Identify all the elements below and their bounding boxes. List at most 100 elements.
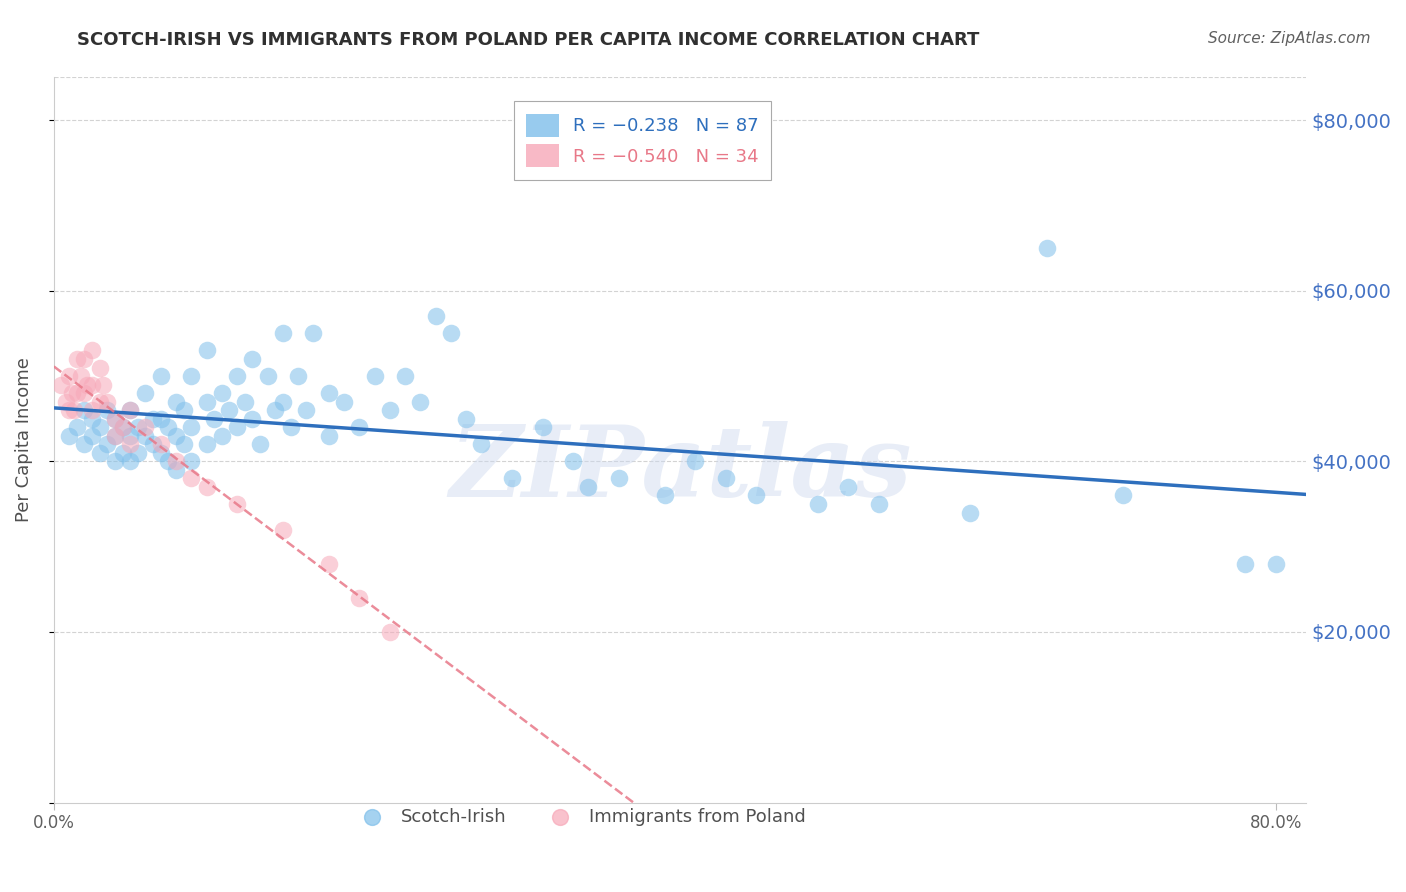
Text: SCOTCH-IRISH VS IMMIGRANTS FROM POLAND PER CAPITA INCOME CORRELATION CHART: SCOTCH-IRISH VS IMMIGRANTS FROM POLAND P… — [77, 31, 980, 49]
Point — [456, 411, 478, 425]
Point — [157, 454, 180, 468]
Text: Source: ZipAtlas.com: Source: ZipAtlas.com — [1208, 31, 1371, 46]
Point — [157, 420, 180, 434]
Point — [60, 386, 83, 401]
Point — [180, 369, 202, 384]
Point — [73, 351, 96, 366]
Point — [73, 386, 96, 401]
Point — [531, 420, 554, 434]
Point — [80, 429, 103, 443]
Point — [440, 326, 463, 341]
Point — [96, 394, 118, 409]
Point — [349, 591, 371, 605]
Point — [165, 454, 187, 468]
Point — [318, 429, 340, 443]
Point — [959, 506, 981, 520]
Point — [295, 403, 318, 417]
Point — [120, 403, 142, 417]
Point — [89, 394, 111, 409]
Point — [562, 454, 585, 468]
Point — [165, 463, 187, 477]
Point — [363, 369, 385, 384]
Point — [211, 429, 233, 443]
Point — [89, 360, 111, 375]
Point — [233, 394, 256, 409]
Point — [142, 437, 165, 451]
Text: ZIPatlas: ZIPatlas — [449, 421, 911, 517]
Point — [51, 377, 73, 392]
Point — [96, 437, 118, 451]
Point — [806, 497, 828, 511]
Point — [173, 403, 195, 417]
Point — [378, 403, 401, 417]
Point — [96, 403, 118, 417]
Point — [149, 369, 172, 384]
Point — [66, 386, 89, 401]
Point — [134, 386, 156, 401]
Point — [165, 429, 187, 443]
Point — [76, 377, 98, 392]
Point — [120, 403, 142, 417]
Point — [242, 411, 264, 425]
Point — [256, 369, 278, 384]
Point — [120, 437, 142, 451]
Point — [66, 351, 89, 366]
Point — [89, 446, 111, 460]
Point — [1035, 241, 1057, 255]
Legend: Scotch-Irish, Immigrants from Poland: Scotch-Irish, Immigrants from Poland — [346, 801, 813, 833]
Point — [378, 624, 401, 639]
Point — [80, 343, 103, 358]
Point — [142, 411, 165, 425]
Point — [165, 394, 187, 409]
Point — [501, 471, 523, 485]
Point — [180, 471, 202, 485]
Point — [127, 420, 149, 434]
Point — [211, 386, 233, 401]
Point — [104, 454, 127, 468]
Point — [349, 420, 371, 434]
Point — [607, 471, 630, 485]
Point — [58, 369, 80, 384]
Point — [195, 437, 218, 451]
Point — [104, 411, 127, 425]
Point — [264, 403, 287, 417]
Point — [394, 369, 416, 384]
Point — [104, 429, 127, 443]
Point — [149, 446, 172, 460]
Point — [173, 437, 195, 451]
Point — [127, 446, 149, 460]
Point — [218, 403, 240, 417]
Point — [58, 429, 80, 443]
Point — [226, 497, 249, 511]
Y-axis label: Per Capita Income: Per Capita Income — [15, 358, 32, 523]
Point — [287, 369, 309, 384]
Point — [837, 480, 859, 494]
Point — [226, 420, 249, 434]
Point — [80, 403, 103, 417]
Point — [302, 326, 325, 341]
Point — [1234, 557, 1257, 571]
Point — [318, 557, 340, 571]
Point — [80, 377, 103, 392]
Point — [202, 411, 225, 425]
Point — [714, 471, 737, 485]
Point — [271, 326, 294, 341]
Point — [55, 394, 77, 409]
Point — [104, 429, 127, 443]
Point — [111, 420, 134, 434]
Point — [1112, 488, 1135, 502]
Point — [111, 446, 134, 460]
Point — [70, 369, 93, 384]
Point — [280, 420, 302, 434]
Point — [242, 351, 264, 366]
Point — [91, 377, 114, 392]
Point — [89, 420, 111, 434]
Point — [134, 429, 156, 443]
Point — [73, 437, 96, 451]
Point — [180, 420, 202, 434]
Point — [271, 523, 294, 537]
Point — [409, 394, 432, 409]
Point — [318, 386, 340, 401]
Point — [333, 394, 356, 409]
Point — [226, 369, 249, 384]
